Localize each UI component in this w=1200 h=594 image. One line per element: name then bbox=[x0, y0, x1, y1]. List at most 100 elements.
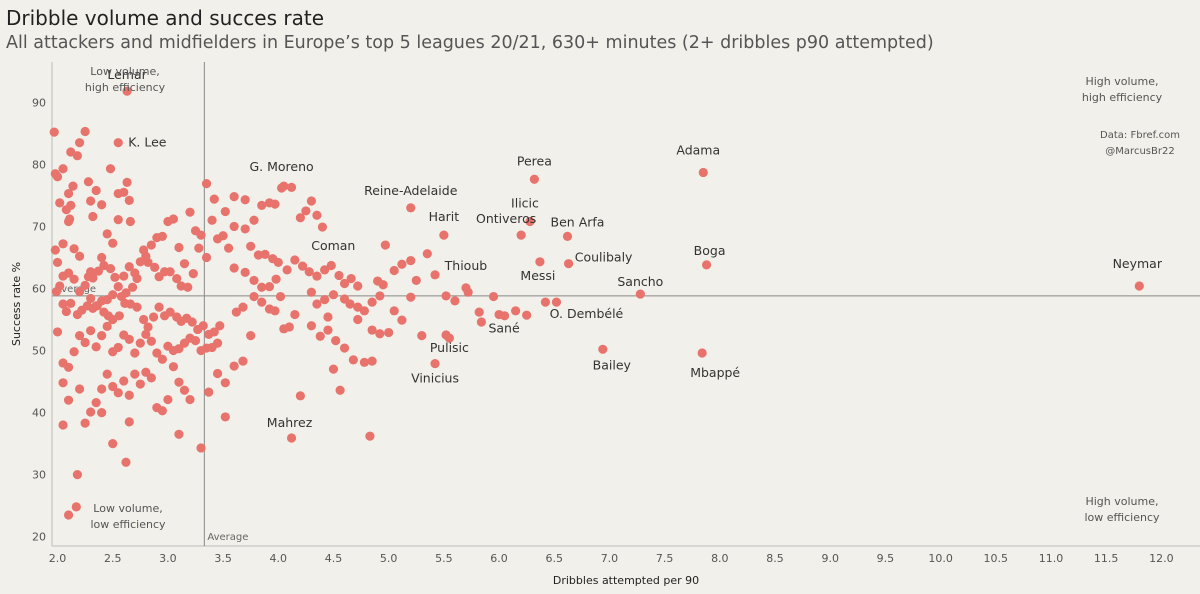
data-point bbox=[61, 306, 71, 317]
data-point bbox=[229, 263, 239, 273]
data-point bbox=[143, 322, 153, 332]
data-point bbox=[315, 331, 325, 341]
data-point bbox=[74, 384, 85, 394]
data-point bbox=[270, 306, 280, 316]
data-point bbox=[74, 251, 85, 261]
data-point bbox=[406, 255, 416, 266]
data-point bbox=[97, 331, 107, 341]
data-point bbox=[249, 215, 259, 225]
labeled-data-point bbox=[562, 231, 573, 241]
labeled-data-point bbox=[444, 333, 454, 343]
credit-source: Data: Fbref.com bbox=[1100, 130, 1180, 141]
x-tick-label: 7.5 bbox=[656, 552, 674, 565]
data-point bbox=[271, 274, 281, 284]
data-point bbox=[146, 336, 156, 346]
data-point bbox=[312, 271, 322, 281]
data-point bbox=[353, 314, 363, 325]
data-point bbox=[295, 391, 305, 401]
data-point bbox=[55, 198, 65, 208]
data-point bbox=[83, 177, 94, 187]
quadrant-label: High volume, bbox=[1085, 75, 1158, 88]
data-point bbox=[282, 265, 292, 275]
data-point bbox=[297, 261, 308, 271]
data-point bbox=[238, 356, 248, 366]
data-point bbox=[86, 196, 96, 206]
data-point bbox=[389, 265, 399, 276]
labeled-data-point bbox=[564, 259, 574, 269]
data-point bbox=[367, 356, 377, 366]
labeled-data-point bbox=[122, 86, 132, 96]
data-point bbox=[58, 378, 68, 388]
data-point bbox=[122, 177, 132, 187]
data-point bbox=[124, 417, 134, 427]
data-point bbox=[113, 215, 123, 225]
data-point bbox=[207, 215, 217, 225]
data-point bbox=[430, 270, 440, 280]
data-point bbox=[204, 387, 214, 397]
data-point bbox=[220, 412, 230, 422]
y-axis-ticks: 20 30 40 50 60 70 80 90 bbox=[32, 96, 46, 543]
data-point bbox=[196, 230, 206, 240]
data-point bbox=[150, 262, 160, 272]
data-point bbox=[141, 329, 151, 340]
data-point bbox=[260, 249, 270, 259]
data-point bbox=[334, 270, 344, 281]
quadrant-label: Low volume, bbox=[90, 65, 159, 78]
data-point bbox=[139, 314, 149, 325]
data-point bbox=[80, 126, 90, 137]
point-label: Vinicius bbox=[411, 371, 459, 386]
data-point bbox=[540, 297, 551, 307]
labeled-data-point bbox=[701, 260, 712, 270]
data-point bbox=[63, 395, 74, 405]
data-point bbox=[240, 224, 250, 234]
x-tick-label: 6.5 bbox=[546, 552, 564, 565]
data-point bbox=[375, 291, 385, 301]
data-point bbox=[196, 443, 206, 453]
chart-title: Dribble volume and succes rate bbox=[6, 6, 325, 30]
data-point bbox=[58, 239, 68, 249]
data-point bbox=[185, 207, 195, 217]
x-tick-label: 2.0 bbox=[49, 552, 67, 565]
data-point bbox=[187, 317, 197, 327]
data-point bbox=[229, 192, 239, 202]
plot-area bbox=[51, 62, 1200, 547]
labeled-data-point bbox=[494, 309, 504, 320]
x-tick-label: 11.0 bbox=[1039, 552, 1064, 565]
data-point bbox=[74, 286, 85, 297]
point-label: Coulibaly bbox=[575, 250, 633, 265]
data-point bbox=[121, 457, 131, 467]
data-point bbox=[49, 127, 59, 137]
data-point bbox=[306, 196, 317, 206]
point-label: Pulisic bbox=[430, 340, 469, 355]
data-point bbox=[91, 342, 101, 352]
x-tick-label: 8.0 bbox=[711, 552, 729, 565]
data-point bbox=[58, 164, 68, 174]
data-point bbox=[346, 273, 356, 284]
y-tick-label: 90 bbox=[32, 96, 46, 109]
data-point bbox=[511, 306, 521, 316]
quadrant-label: low efficiency bbox=[90, 518, 166, 531]
data-point bbox=[135, 379, 145, 389]
x-tick-label: 11.5 bbox=[1094, 552, 1119, 565]
data-point bbox=[323, 325, 333, 335]
data-point bbox=[275, 291, 286, 302]
data-point bbox=[80, 280, 90, 290]
data-point bbox=[306, 287, 317, 297]
reference-lines: AverageAverage bbox=[52, 62, 1200, 546]
data-point bbox=[165, 267, 175, 277]
x-tick-label: 6.0 bbox=[490, 552, 508, 565]
data-point bbox=[108, 238, 118, 248]
data-point bbox=[406, 292, 416, 302]
data-point bbox=[113, 282, 123, 292]
data-point bbox=[130, 348, 140, 358]
data-point bbox=[52, 257, 63, 268]
data-point bbox=[290, 309, 300, 320]
x-tick-label: 10.0 bbox=[928, 552, 953, 565]
data-point bbox=[422, 249, 432, 259]
data-point bbox=[246, 331, 256, 341]
labeled-data-point bbox=[380, 240, 390, 250]
data-point bbox=[157, 406, 167, 416]
data-point bbox=[174, 377, 184, 387]
x-average-label: Average bbox=[207, 532, 248, 543]
x-tick-label: 9.5 bbox=[877, 552, 895, 565]
